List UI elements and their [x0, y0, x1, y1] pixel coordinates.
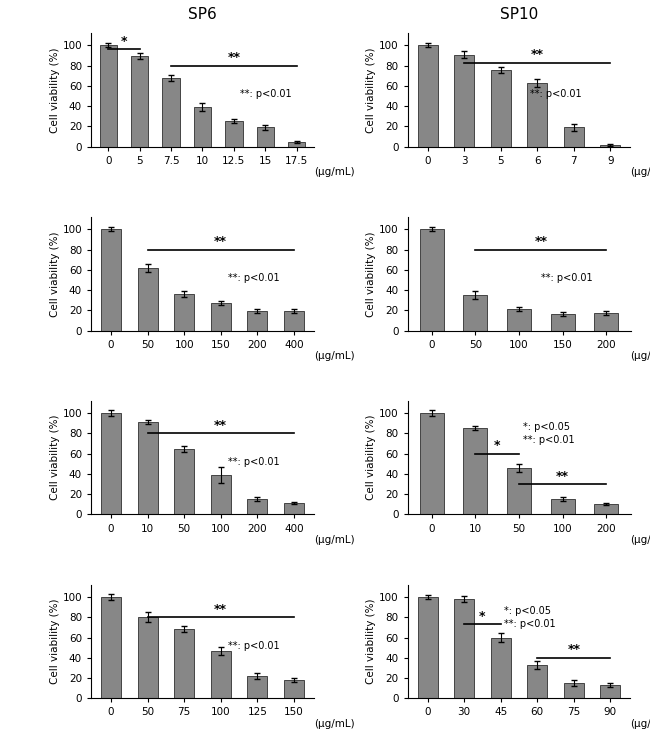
Bar	[138, 268, 158, 330]
Bar	[284, 680, 304, 698]
Text: **: p<0.01: **: p<0.01	[228, 641, 280, 650]
Bar	[247, 500, 267, 514]
Bar	[247, 311, 267, 330]
Y-axis label: Cell viability (%): Cell viability (%)	[49, 231, 60, 316]
Bar	[454, 599, 474, 698]
Bar	[420, 229, 444, 330]
Text: **: **	[214, 603, 227, 616]
Bar	[138, 617, 158, 698]
Text: **: **	[214, 419, 227, 432]
Text: **: p<0.01: **: p<0.01	[530, 89, 582, 99]
Text: (μg/mL): (μg/mL)	[630, 719, 650, 729]
Text: **: **	[214, 235, 227, 248]
Bar	[601, 145, 621, 147]
Text: *: p<0.05
**: p<0.01: *: p<0.05 **: p<0.01	[504, 606, 556, 629]
Text: *: p<0.05
**: p<0.01: *: p<0.05 **: p<0.01	[523, 422, 575, 445]
Y-axis label: Cell viability (%): Cell viability (%)	[366, 231, 376, 316]
Text: (μg/mL): (μg/mL)	[630, 167, 650, 177]
Text: *: *	[479, 610, 486, 623]
Bar	[211, 475, 231, 514]
Bar	[138, 422, 158, 514]
Text: (μg/mL): (μg/mL)	[630, 535, 650, 545]
Bar	[194, 107, 211, 147]
Bar	[417, 597, 437, 698]
Text: **: **	[227, 51, 240, 64]
Bar	[174, 449, 194, 514]
Title: SP6: SP6	[188, 7, 217, 22]
Bar	[463, 295, 488, 330]
Bar	[527, 83, 547, 147]
Title: SP10: SP10	[500, 7, 538, 22]
Bar	[101, 413, 121, 514]
Bar	[162, 78, 179, 147]
Text: **: p<0.01: **: p<0.01	[541, 273, 593, 283]
Bar	[507, 468, 531, 514]
Text: **: **	[531, 48, 544, 61]
Bar	[491, 638, 511, 698]
Bar	[101, 597, 121, 698]
Y-axis label: Cell viability (%): Cell viability (%)	[366, 47, 376, 133]
Bar	[491, 69, 511, 147]
Bar	[601, 685, 621, 698]
Y-axis label: Cell viability (%): Cell viability (%)	[49, 415, 60, 500]
Bar	[595, 313, 619, 330]
Bar	[174, 294, 194, 330]
Y-axis label: Cell viability (%): Cell viability (%)	[366, 599, 376, 684]
Text: (μg/mL): (μg/mL)	[314, 719, 354, 729]
Text: (μg/mL): (μg/mL)	[314, 167, 354, 177]
Bar	[284, 311, 304, 330]
Bar	[288, 142, 305, 147]
Y-axis label: Cell viability (%): Cell viability (%)	[49, 47, 60, 133]
Bar	[564, 683, 584, 698]
Bar	[226, 121, 242, 147]
Bar	[463, 429, 488, 514]
Bar	[131, 55, 148, 147]
Text: (μg/mL): (μg/mL)	[314, 351, 354, 361]
Bar	[527, 665, 547, 698]
Bar	[257, 128, 274, 147]
Text: **: **	[567, 644, 580, 656]
Y-axis label: Cell viability (%): Cell viability (%)	[366, 415, 376, 500]
Text: **: p<0.01: **: p<0.01	[240, 89, 292, 99]
Bar	[211, 303, 231, 330]
Text: (μg/mL): (μg/mL)	[314, 535, 354, 545]
Text: **: p<0.01: **: p<0.01	[228, 273, 280, 283]
Bar	[507, 310, 531, 330]
Text: **: **	[556, 469, 569, 483]
Bar	[454, 55, 474, 147]
Bar	[595, 504, 619, 514]
Bar	[417, 45, 437, 147]
Bar	[211, 651, 231, 698]
Bar	[174, 630, 194, 698]
Bar	[551, 500, 575, 514]
Text: (μg/mL): (μg/mL)	[630, 351, 650, 361]
Bar	[101, 229, 121, 330]
Y-axis label: Cell viability (%): Cell viability (%)	[49, 599, 60, 684]
Bar	[284, 503, 304, 514]
Bar	[247, 676, 267, 698]
Bar	[551, 314, 575, 330]
Bar	[564, 128, 584, 147]
Text: *: *	[121, 35, 127, 48]
Text: **: p<0.01: **: p<0.01	[228, 457, 280, 467]
Bar	[99, 45, 117, 147]
Text: **: **	[534, 235, 547, 248]
Text: *: *	[494, 439, 500, 452]
Bar	[420, 413, 444, 514]
